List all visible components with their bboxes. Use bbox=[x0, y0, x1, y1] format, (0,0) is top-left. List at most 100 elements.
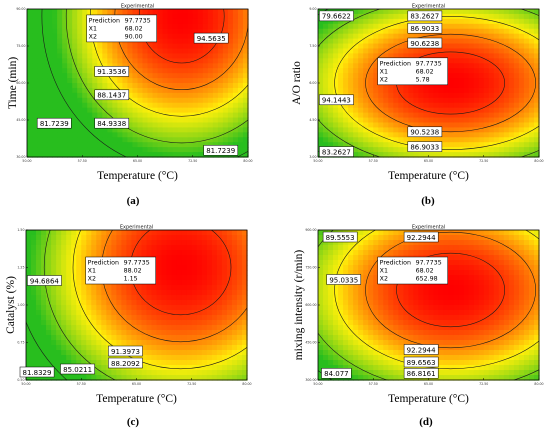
field-cell bbox=[523, 53, 530, 59]
field-cell bbox=[343, 300, 349, 306]
field-cell bbox=[413, 48, 420, 54]
field-cell bbox=[87, 97, 93, 104]
field-cell bbox=[67, 147, 73, 153]
field-cell bbox=[523, 92, 530, 99]
field-cell bbox=[106, 320, 112, 326]
field-cell bbox=[242, 127, 249, 133]
field-cell bbox=[71, 335, 77, 341]
field-cell bbox=[176, 335, 183, 341]
field-cell bbox=[378, 340, 384, 346]
field-cell bbox=[363, 365, 369, 371]
field-cell bbox=[156, 285, 163, 291]
field-cell bbox=[97, 97, 103, 104]
field-cell bbox=[241, 290, 248, 296]
field-cell bbox=[201, 325, 208, 331]
field-cell bbox=[453, 280, 460, 286]
field-cell bbox=[373, 117, 379, 124]
field-cell bbox=[508, 142, 515, 148]
field-cell bbox=[423, 92, 430, 99]
field-cell bbox=[122, 97, 129, 104]
field-cell bbox=[373, 73, 379, 79]
field-cell bbox=[328, 290, 334, 296]
field-cell bbox=[121, 330, 128, 336]
field-cell bbox=[338, 73, 344, 79]
field-cell bbox=[458, 285, 465, 291]
field-cell bbox=[156, 235, 163, 241]
field-cell bbox=[448, 107, 455, 114]
field-cell bbox=[181, 285, 188, 291]
field-cell bbox=[171, 255, 178, 261]
field-cell bbox=[61, 240, 67, 246]
field-cell bbox=[443, 48, 450, 54]
field-cell bbox=[87, 122, 93, 128]
field-cell bbox=[42, 48, 48, 54]
field-cell bbox=[151, 310, 158, 316]
field-cell bbox=[32, 58, 38, 64]
field-cell bbox=[323, 68, 329, 74]
field-cell bbox=[393, 370, 399, 376]
field-cell bbox=[51, 300, 57, 306]
field-cell bbox=[438, 137, 445, 143]
field-cell bbox=[343, 117, 349, 124]
field-cell bbox=[533, 9, 540, 15]
field-cell bbox=[37, 68, 43, 74]
field-cell bbox=[353, 370, 359, 376]
field-cell bbox=[227, 137, 234, 143]
field-cell bbox=[157, 92, 164, 99]
field-cell bbox=[508, 23, 515, 30]
field-cell bbox=[453, 68, 460, 74]
field-cell bbox=[528, 33, 535, 40]
field-cell bbox=[398, 53, 404, 59]
field-cell bbox=[156, 350, 163, 356]
field-cell bbox=[343, 48, 349, 54]
field-cell bbox=[493, 38, 500, 45]
field-cell bbox=[423, 330, 430, 336]
field-cell bbox=[136, 290, 143, 296]
field-cell bbox=[398, 295, 404, 301]
field-cell bbox=[126, 245, 133, 251]
field-cell bbox=[508, 127, 515, 133]
field-cell bbox=[378, 335, 384, 341]
field-cell bbox=[102, 53, 108, 59]
field-cell bbox=[478, 23, 485, 30]
field-cell bbox=[523, 13, 530, 20]
field-cell bbox=[86, 285, 92, 291]
field-cell bbox=[523, 137, 530, 143]
field-cell bbox=[353, 78, 359, 84]
field-cell bbox=[172, 142, 179, 148]
field-cell bbox=[82, 78, 88, 84]
field-cell bbox=[97, 53, 103, 59]
field-cell bbox=[206, 350, 213, 356]
field-cell bbox=[473, 58, 480, 64]
field-cell bbox=[353, 132, 359, 138]
field-cell bbox=[498, 73, 505, 79]
field-cell bbox=[201, 275, 208, 281]
field-cell bbox=[343, 102, 349, 109]
field-cell bbox=[82, 127, 88, 133]
field-cell bbox=[483, 132, 490, 138]
field-cell bbox=[478, 33, 485, 40]
field-cell bbox=[46, 265, 52, 271]
field-cell bbox=[242, 9, 249, 15]
field-cell bbox=[47, 43, 53, 50]
field-cell bbox=[97, 48, 103, 54]
field-cell bbox=[513, 127, 520, 133]
field-cell bbox=[137, 53, 144, 59]
field-cell bbox=[56, 235, 62, 241]
field-cell bbox=[221, 300, 228, 306]
field-cell bbox=[196, 240, 203, 246]
field-cell bbox=[176, 375, 183, 381]
field-cell bbox=[127, 68, 134, 74]
field-cell bbox=[518, 43, 525, 50]
field-cell bbox=[338, 240, 344, 246]
field-cell bbox=[408, 240, 415, 246]
field-cell bbox=[318, 38, 324, 45]
field-cell bbox=[207, 92, 214, 99]
field-cell bbox=[468, 92, 475, 99]
field-cell bbox=[157, 127, 164, 133]
field-cell bbox=[458, 73, 465, 79]
field-cell bbox=[463, 122, 470, 128]
field-cell bbox=[488, 9, 495, 15]
field-cell bbox=[328, 142, 334, 148]
field-cell bbox=[37, 92, 43, 99]
